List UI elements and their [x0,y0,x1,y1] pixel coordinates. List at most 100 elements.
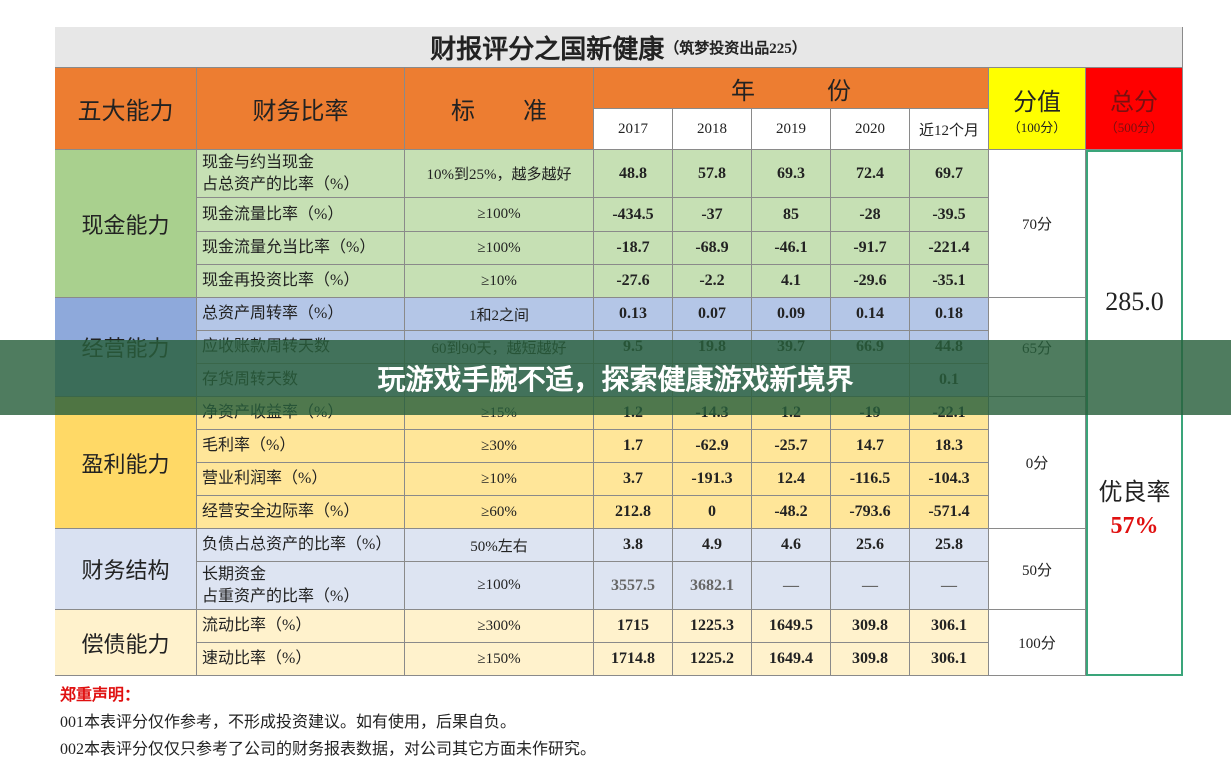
title: 财报评分之国新健康 （筑梦投资出品225） [55,27,1183,68]
ratio: 经营安全边际率（%） [197,496,405,529]
disclaimer-line: 002本表评分仅仅只参考了公司的财务报表数据，对公司其它方面未作研究。 [60,741,597,758]
value: 25.6 [831,529,910,562]
ratio: 现金再投资比率（%） [197,265,405,298]
value: — [831,562,910,610]
value: 212.8 [594,496,673,529]
ratio: 毛利率（%） [197,430,405,463]
value: -434.5 [594,198,673,232]
value: -91.7 [831,232,910,265]
group-name: 盈利能力 [55,397,197,529]
value: 3557.5 [594,562,673,610]
value: -18.7 [594,232,673,265]
value: 4.1 [752,265,831,298]
value: 1.7 [594,430,673,463]
value: 72.4 [831,150,910,198]
value: -116.5 [831,463,910,496]
value: -46.1 [752,232,831,265]
value: 12.4 [752,463,831,496]
value: 0 [673,496,752,529]
value: 4.6 [752,529,831,562]
rate: 57% [1110,513,1159,539]
year: 2017 [594,109,673,150]
value: 48.8 [594,150,673,198]
standard: ≥300% [405,610,594,643]
title-main: 财报评分之国新健康 [430,34,665,64]
value: 3.7 [594,463,673,496]
value: 85 [752,198,831,232]
ratio: 流动比率（%） [197,610,405,643]
value: 4.9 [673,529,752,562]
value: -191.3 [673,463,752,496]
rate-label: 优良率 [1098,480,1171,506]
value: 3.8 [594,529,673,562]
value: -27.6 [594,265,673,298]
disclaimer-title: 郑重声明： [60,687,141,704]
header-years: 年 份 [594,68,989,109]
header-ability: 五大能力 [55,68,197,150]
value: -37 [673,198,752,232]
value: -2.2 [673,265,752,298]
ratio: 现金与约当现金 占总资产的比率（%） [197,150,405,198]
header-total: 总分 （500分） [1086,68,1183,150]
value: 1714.8 [594,643,673,676]
score-sub: （100分） [1007,119,1067,135]
ratio: 营业利润率（%） [197,463,405,496]
value: -62.9 [673,430,752,463]
standard: ≥100% [405,562,594,610]
value: 0.18 [910,298,989,331]
standard: ≥30% [405,430,594,463]
ratio: 现金流量允当比率（%） [197,232,405,265]
value: 306.1 [910,643,989,676]
standard: ≥60% [405,496,594,529]
value: 309.8 [831,643,910,676]
value: 0.13 [594,298,673,331]
value: 1649.5 [752,610,831,643]
year: 2018 [673,109,752,150]
group-score: 100分 [989,610,1086,676]
group-name: 财务结构 [55,529,197,610]
value: 0.09 [752,298,831,331]
ratio: 现金流量比率（%） [197,198,405,232]
score-label: 分值 [1013,89,1061,116]
value: 14.7 [831,430,910,463]
value: 1225.3 [673,610,752,643]
banner: 玩游戏手腕不适，探索健康游戏新境界 [0,340,1231,415]
value: -68.9 [673,232,752,265]
value: -39.5 [910,198,989,232]
value: 1225.2 [673,643,752,676]
standard: 10%到25%，越多越好 [405,150,594,198]
standard: ≥100% [405,198,594,232]
title-sub: （筑梦投资出品225） [664,40,807,57]
value: -793.6 [831,496,910,529]
header-ratio: 财务比率 [197,68,405,150]
standard: ≥10% [405,463,594,496]
value: 1649.4 [752,643,831,676]
value: 18.3 [910,430,989,463]
value: -28 [831,198,910,232]
group-name: 偿债能力 [55,610,197,676]
standard: ≥10% [405,265,594,298]
standard: 1和2之间 [405,298,594,331]
value: -29.6 [831,265,910,298]
value: — [910,562,989,610]
value: 1715 [594,610,673,643]
group-score: 0分 [989,397,1086,529]
standard: ≥150% [405,643,594,676]
standard: ≥100% [405,232,594,265]
value: -221.4 [910,232,989,265]
value: — [752,562,831,610]
ratio: 速动比率（%） [197,643,405,676]
ratio: 长期资金 占重资产的比率（%） [197,562,405,610]
year: 近12个月 [910,109,989,150]
value: 57.8 [673,150,752,198]
value: -48.2 [752,496,831,529]
value: -571.4 [910,496,989,529]
ratio: 负债占总资产的比率（%） [197,529,405,562]
value: 69.3 [752,150,831,198]
year: 2020 [831,109,910,150]
value: 25.8 [910,529,989,562]
group-name: 现金能力 [55,150,197,298]
total-sub: （500分） [1104,119,1164,135]
value: 69.7 [910,150,989,198]
